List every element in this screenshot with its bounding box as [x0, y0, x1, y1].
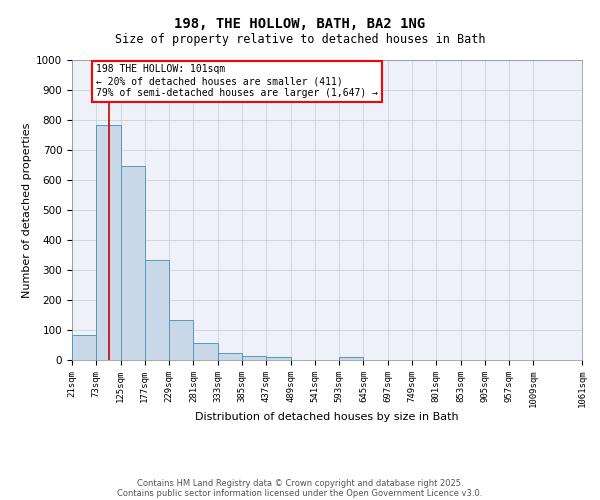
Bar	[121, 166, 145, 360]
Bar	[96, 124, 121, 360]
Bar	[339, 357, 364, 360]
Bar	[169, 320, 193, 360]
X-axis label: Distribution of detached houses by size in Bath: Distribution of detached houses by size …	[195, 412, 459, 422]
Text: Contains HM Land Registry data © Crown copyright and database right 2025.: Contains HM Land Registry data © Crown c…	[137, 478, 463, 488]
Text: 198, THE HOLLOW, BATH, BA2 1NG: 198, THE HOLLOW, BATH, BA2 1NG	[175, 18, 425, 32]
Y-axis label: Number of detached properties: Number of detached properties	[22, 122, 32, 298]
Bar	[218, 354, 242, 360]
Bar	[266, 357, 290, 360]
Bar	[72, 334, 96, 360]
Text: Size of property relative to detached houses in Bath: Size of property relative to detached ho…	[115, 32, 485, 46]
Bar	[242, 356, 266, 360]
Bar	[145, 260, 169, 360]
Text: Contains public sector information licensed under the Open Government Licence v3: Contains public sector information licen…	[118, 488, 482, 498]
Text: 198 THE HOLLOW: 101sqm
← 20% of detached houses are smaller (411)
79% of semi-de: 198 THE HOLLOW: 101sqm ← 20% of detached…	[96, 64, 378, 98]
Bar	[193, 342, 218, 360]
